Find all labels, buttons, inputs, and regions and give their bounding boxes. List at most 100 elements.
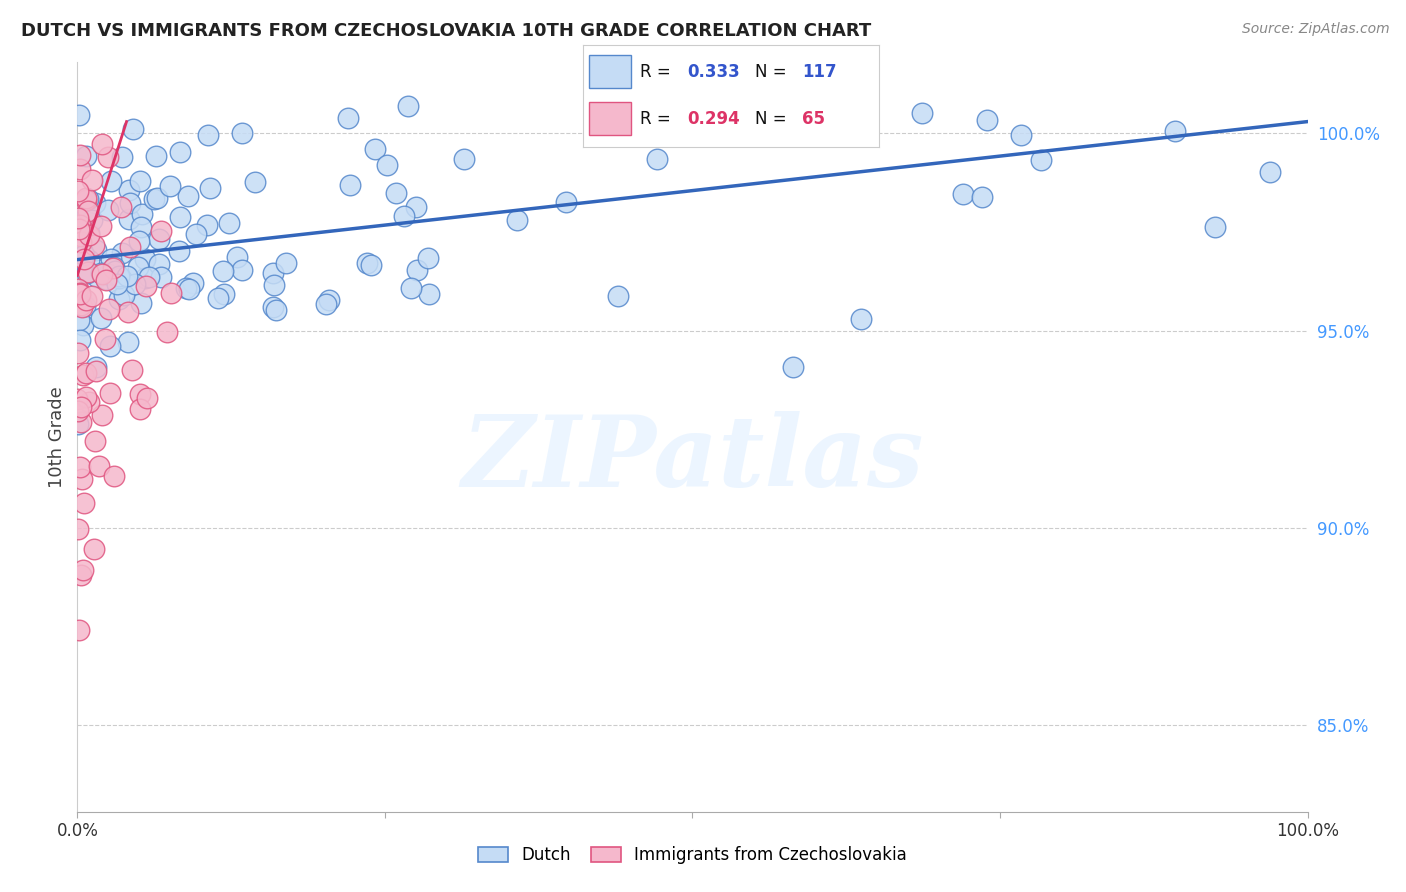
Point xyxy=(72,318,94,332)
Point xyxy=(231,263,253,277)
Point xyxy=(103,468,125,483)
Point xyxy=(75,191,97,205)
Point xyxy=(264,302,287,317)
Point xyxy=(70,300,93,314)
Point xyxy=(117,305,139,319)
Point xyxy=(177,282,200,296)
Point xyxy=(195,218,218,232)
Point xyxy=(75,366,97,380)
Y-axis label: 10th Grade: 10th Grade xyxy=(48,386,66,488)
Point xyxy=(75,299,97,313)
Point xyxy=(181,276,204,290)
Point xyxy=(606,289,628,303)
Point xyxy=(976,113,998,128)
Point xyxy=(117,334,139,349)
Point xyxy=(118,211,141,226)
Point xyxy=(76,192,98,206)
Point xyxy=(84,434,107,448)
Point xyxy=(356,256,378,270)
Point xyxy=(645,152,668,166)
Point xyxy=(136,392,159,406)
Point xyxy=(416,251,439,265)
Point xyxy=(197,128,219,143)
Point xyxy=(972,189,994,203)
Point xyxy=(72,564,94,578)
Text: N =: N = xyxy=(755,111,792,128)
Point xyxy=(66,417,89,431)
Point xyxy=(128,174,150,188)
Point xyxy=(90,219,112,233)
Point xyxy=(107,292,129,306)
Point xyxy=(150,224,173,238)
Point xyxy=(360,258,382,272)
Point xyxy=(70,228,93,243)
Point xyxy=(118,183,141,197)
Point xyxy=(315,297,337,311)
Point xyxy=(90,136,112,151)
Bar xyxy=(589,55,631,87)
Point xyxy=(75,390,97,404)
Point xyxy=(80,213,103,227)
Point xyxy=(128,234,150,248)
Point xyxy=(405,200,427,214)
Point xyxy=(245,175,267,189)
Point xyxy=(212,287,235,301)
Point xyxy=(100,174,122,188)
Text: 117: 117 xyxy=(801,63,837,81)
Point xyxy=(66,392,89,406)
Point xyxy=(186,227,208,242)
Point xyxy=(167,244,190,259)
Point xyxy=(274,256,297,270)
Point xyxy=(145,191,167,205)
Point xyxy=(339,178,361,192)
Point xyxy=(69,459,91,474)
Point xyxy=(72,244,94,258)
Point xyxy=(143,192,166,206)
Point xyxy=(77,252,100,267)
Text: 0.294: 0.294 xyxy=(688,111,740,128)
Point xyxy=(150,270,173,285)
Point xyxy=(84,364,107,378)
Point xyxy=(115,268,138,283)
Text: ZIPatlas: ZIPatlas xyxy=(461,411,924,508)
Point xyxy=(138,270,160,285)
Point xyxy=(90,266,112,280)
Point xyxy=(83,541,105,556)
Point xyxy=(108,268,131,283)
Point xyxy=(401,281,423,295)
Point xyxy=(105,277,128,292)
Point xyxy=(131,207,153,221)
Point xyxy=(103,260,125,274)
Point xyxy=(69,298,91,312)
Point xyxy=(67,211,90,225)
Point xyxy=(104,264,127,278)
Text: R =: R = xyxy=(640,111,676,128)
Point xyxy=(94,273,117,287)
Point xyxy=(67,282,90,296)
Point xyxy=(111,151,134,165)
Point xyxy=(118,195,141,210)
Point xyxy=(364,142,387,156)
Point xyxy=(131,219,153,234)
Point xyxy=(97,203,120,218)
Point xyxy=(375,158,398,172)
Point xyxy=(75,149,97,163)
Point xyxy=(262,267,284,281)
Point xyxy=(159,285,181,300)
Point xyxy=(77,394,100,409)
Point xyxy=(127,260,149,274)
Point xyxy=(97,268,120,282)
Point xyxy=(124,277,146,291)
Point xyxy=(226,251,249,265)
Point xyxy=(110,201,132,215)
Point xyxy=(148,257,170,271)
Point xyxy=(392,209,415,223)
Point xyxy=(70,568,93,582)
Point xyxy=(318,293,340,308)
Text: Source: ZipAtlas.com: Source: ZipAtlas.com xyxy=(1241,22,1389,37)
Point xyxy=(90,408,112,422)
Point xyxy=(69,333,91,347)
Point xyxy=(73,252,96,266)
Point xyxy=(83,238,105,252)
Text: 0.333: 0.333 xyxy=(688,63,740,81)
